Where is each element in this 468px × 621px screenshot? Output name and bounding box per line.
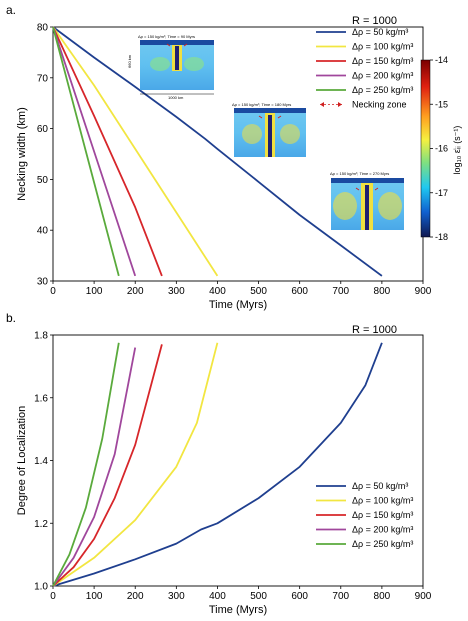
x-tick-label: 200 xyxy=(127,591,144,602)
y-tick-label: 80 xyxy=(37,23,49,34)
panel-a-plot: 0 100 200 300 400 500 600 700 800 900 30 40 50 60 70 80… xyxy=(16,23,432,312)
legend: Δρ = 50 kg/m³ Δρ = 100 kg/m³ Δρ = 150 kg/m… xyxy=(316,27,413,110)
colorbar-tick-label: -14 xyxy=(435,55,448,65)
legend-label-0: Δρ = 50 kg/m³ xyxy=(352,27,408,37)
series-line-1 xyxy=(52,342,219,587)
legend-label-3: Δρ = 200 kg/m³ xyxy=(352,525,413,535)
legend: Δρ = 50 kg/m³ Δρ = 100 kg/m³ Δρ = 150 kg/m… xyxy=(316,481,413,549)
legend-label-1: Δρ = 100 kg/m³ xyxy=(352,42,413,52)
inset-90myr-caption: Δρ = 150 kg/m³, Time = 90 Myrs xyxy=(138,34,195,39)
legend-label-2: Δρ = 150 kg/m³ xyxy=(352,56,413,66)
panel-b-title: R = 1000 xyxy=(352,324,397,336)
legend-label-2: Δρ = 150 kg/m³ xyxy=(352,510,413,520)
x-axis-title: Time (Myrs) xyxy=(209,299,267,311)
series-line-2 xyxy=(52,26,163,277)
legend-label-0: Δρ = 50 kg/m³ xyxy=(352,481,408,491)
colorbar: -14 -15 -16 -17 -18 log₁₀ ε̇ᵢᵢ (s⁻¹) xyxy=(420,55,462,242)
y-axis-title: Necking width (km) xyxy=(16,107,28,201)
inset-width-label: 1000 km xyxy=(168,95,184,100)
x-axis-title: Time (Myrs) xyxy=(209,604,267,616)
y-tick-label: 30 xyxy=(37,277,49,288)
y-axis-title: Degree of Localization xyxy=(16,406,28,515)
panel-b-plot: 0 100 200 300 400 500 600 700 800 900 1.0 1.2 1.4 1.6… xyxy=(16,331,432,617)
panel-a-title: R = 1000 xyxy=(352,15,397,27)
inset-180myr: Δρ = 150 kg/m³, Time = 180 Myrs xyxy=(232,102,306,157)
x-tick-label: 900 xyxy=(415,286,432,297)
y-tick-label: 1.8 xyxy=(34,331,48,342)
x-tick-label: 300 xyxy=(168,286,185,297)
series-line-3 xyxy=(52,26,137,277)
colorbar-tick-label: -17 xyxy=(435,188,448,198)
legend-label-3: Δρ = 200 kg/m³ xyxy=(352,71,413,81)
colorbar-tick-label: -16 xyxy=(435,144,448,154)
x-tick-label: 900 xyxy=(415,591,432,602)
x-tick-label: 0 xyxy=(50,286,56,297)
x-tick-label: 600 xyxy=(291,591,308,602)
inset-depth-label: 660 km xyxy=(127,54,132,68)
y-tick-label: 1.2 xyxy=(34,519,48,530)
panel-a-label: a. xyxy=(6,3,16,17)
y-tick-label: 70 xyxy=(37,73,49,84)
colorbar-gradient xyxy=(420,59,431,238)
series-line-1 xyxy=(52,26,219,277)
inset-270myr: Δρ = 150 kg/m³, Time = 270 Myrs xyxy=(330,171,404,230)
colorbar-label: log₁₀ ε̇ᵢᵢ (s⁻¹) xyxy=(452,126,462,175)
x-tick-label: 0 xyxy=(50,591,56,602)
x-tick-label: 600 xyxy=(291,286,308,297)
y-tick-label: 1.0 xyxy=(34,582,48,593)
series-line-0 xyxy=(52,26,383,277)
x-tick-label: 400 xyxy=(209,591,226,602)
x-tick-label: 100 xyxy=(86,591,103,602)
x-tick-label: 300 xyxy=(168,591,185,602)
x-tick-label: 700 xyxy=(332,591,349,602)
series-line-2 xyxy=(52,344,163,587)
legend-label-necking-zone: Necking zone xyxy=(352,100,407,110)
colorbar-tick-label: -15 xyxy=(435,99,448,109)
x-tick-label: 100 xyxy=(86,286,103,297)
x-tick-label: 500 xyxy=(250,591,267,602)
x-tick-label: 200 xyxy=(127,286,144,297)
x-tick-label: 500 xyxy=(250,286,267,297)
inset-180myr-caption: Δρ = 150 kg/m³, Time = 180 Myrs xyxy=(232,102,291,107)
x-tick-label: 400 xyxy=(209,286,226,297)
y-tick-label: 1.6 xyxy=(34,393,48,404)
series-line-3 xyxy=(52,347,137,587)
series-line-4 xyxy=(52,342,120,587)
inset-270myr-caption: Δρ = 150 kg/m³, Time = 270 Myrs xyxy=(330,171,389,176)
necking-zone-arrows xyxy=(320,102,342,107)
y-tick-label: 60 xyxy=(37,124,49,135)
y-tick-label: 50 xyxy=(37,175,49,186)
x-tick-label: 800 xyxy=(374,591,391,602)
legend-label-4: Δρ = 250 kg/m³ xyxy=(352,539,413,549)
colorbar-tick-label: -18 xyxy=(435,232,448,242)
inset-90myr: Δρ = 150 kg/m³, Time = 90 Myrs 660 km 10… xyxy=(127,34,214,100)
legend-label-1: Δρ = 100 kg/m³ xyxy=(352,496,413,506)
x-tick-label: 700 xyxy=(332,286,349,297)
series-line-4 xyxy=(52,26,120,277)
legend-label-4: Δρ = 250 kg/m³ xyxy=(352,85,413,95)
y-tick-label: 1.4 xyxy=(34,456,48,467)
x-tick-label: 800 xyxy=(374,286,391,297)
y-tick-label: 40 xyxy=(37,226,49,237)
panel-b-label: b. xyxy=(6,311,16,325)
series-line-0 xyxy=(52,342,383,587)
